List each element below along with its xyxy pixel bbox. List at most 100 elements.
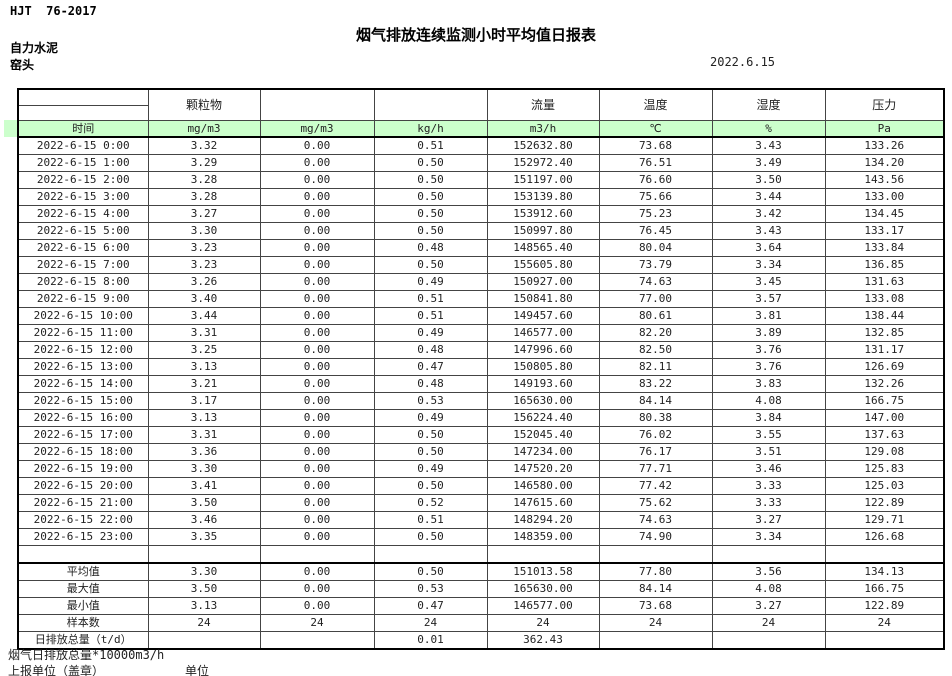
value-cell: 24	[824, 614, 945, 632]
value-cell: 3.44	[147, 307, 261, 325]
value-cell: 131.17	[824, 341, 945, 359]
value-cell: 0.00	[259, 205, 375, 223]
value-cell: 152632.80	[486, 136, 600, 155]
value-cell: 0.50	[373, 205, 488, 223]
value-cell: 143.56	[824, 171, 945, 189]
value-cell: 3.30	[147, 562, 261, 581]
table-row: 2022-6-15 15:00 3.17 0.00 0.53 165630.00 84.1…	[17, 392, 945, 410]
time-header-label: 时间	[17, 120, 149, 138]
value-cell: 3.84	[711, 409, 826, 427]
value-cell: 73.68	[598, 597, 713, 615]
value-cell: 3.56	[711, 562, 826, 581]
value-cell: 24	[259, 614, 375, 632]
blank-row	[17, 545, 945, 564]
value-cell	[259, 545, 375, 564]
value-cell: 3.83	[711, 375, 826, 393]
table-row: 2022-6-15 18:00 3.36 0.00 0.50 147234.00 76.1…	[17, 443, 945, 461]
value-cell: 0.00	[259, 324, 375, 342]
value-cell	[147, 631, 261, 650]
value-cell: 3.30	[147, 460, 261, 478]
footer-note-total: 烟气日排放总量*10000m3/h	[8, 648, 165, 662]
value-cell: 3.23	[147, 239, 261, 257]
value-cell: 151197.00	[486, 171, 600, 189]
value-cell: 0.00	[259, 409, 375, 427]
value-cell: 76.02	[598, 426, 713, 444]
table-row: 2022-6-15 19:00 3.30 0.00 0.49 147520.20 77.7…	[17, 460, 945, 478]
time-cell: 2022-6-15 23:00	[17, 528, 149, 546]
value-cell: 75.62	[598, 494, 713, 512]
value-cell: 0.00	[259, 562, 375, 581]
table-row: 2022-6-15 3:00 3.28 0.00 0.50 153139.80 75.66…	[17, 188, 945, 206]
value-cell: 77.80	[598, 562, 713, 581]
table-body: 2022-6-15 0:00 3.32 0.00 0.51 152632.80 73.68…	[17, 136, 945, 650]
value-cell: 0.50	[373, 154, 488, 172]
footer-reporting-unit: 上报单位（盖章）	[8, 664, 105, 676]
value-cell: 129.08	[824, 443, 945, 461]
value-cell: 3.41	[147, 477, 261, 495]
time-cell: 2022-6-15 17:00	[17, 426, 149, 444]
table-row: 2022-6-15 8:00 3.26 0.00 0.49 150927.00 74.63…	[17, 273, 945, 291]
value-cell: 0.51	[373, 290, 488, 308]
value-cell: 0.00	[259, 171, 375, 189]
value-cell: 0.00	[259, 375, 375, 393]
value-cell: 3.27	[711, 597, 826, 615]
value-cell: 122.89	[824, 597, 945, 615]
value-cell: 0.48	[373, 239, 488, 257]
value-cell: 0.00	[259, 494, 375, 512]
value-cell: 76.60	[598, 171, 713, 189]
value-cell: 152045.40	[486, 426, 600, 444]
value-cell: 4.08	[711, 580, 826, 598]
summary-label: 平均值	[17, 562, 149, 581]
value-cell: 148359.00	[486, 528, 600, 546]
value-cell: 3.29	[147, 154, 261, 172]
table-row: 2022-6-15 2:00 3.28 0.00 0.50 151197.00 76.60…	[17, 171, 945, 189]
table-row: 2022-6-15 16:00 3.13 0.00 0.49 156224.40 80.3…	[17, 409, 945, 427]
value-cell: 3.43	[711, 222, 826, 240]
value-cell: 82.11	[598, 358, 713, 376]
value-cell: 165630.00	[486, 392, 600, 410]
time-cell: 2022-6-15 4:00	[17, 205, 149, 223]
value-cell	[373, 545, 488, 564]
value-cell: 0.00	[259, 580, 375, 598]
summary-label: 样本数	[17, 614, 149, 632]
value-cell: 148294.20	[486, 511, 600, 529]
value-cell: 146577.00	[486, 324, 600, 342]
value-cell: 0.50	[373, 443, 488, 461]
value-cell: 3.26	[147, 273, 261, 291]
value-cell: 150997.80	[486, 222, 600, 240]
unit-cell-2: mg/m3	[259, 120, 375, 138]
value-cell: 0.49	[373, 409, 488, 427]
header-row-top: 颗粒物 流量 温度 湿度 压力	[17, 88, 945, 121]
value-cell: 0.49	[373, 460, 488, 478]
value-cell: 0.50	[373, 256, 488, 274]
value-cell: 3.33	[711, 494, 826, 512]
value-cell: 24	[711, 614, 826, 632]
value-cell: 126.68	[824, 528, 945, 546]
value-cell: 166.75	[824, 392, 945, 410]
value-cell: 153912.60	[486, 205, 600, 223]
value-cell	[824, 631, 945, 650]
value-cell: 3.89	[711, 324, 826, 342]
value-cell: 83.22	[598, 375, 713, 393]
value-cell: 0.53	[373, 392, 488, 410]
value-cell: 126.69	[824, 358, 945, 376]
value-cell: 0.00	[259, 154, 375, 172]
value-cell: 133.08	[824, 290, 945, 308]
value-cell: 3.45	[711, 273, 826, 291]
value-cell: 0.51	[373, 307, 488, 325]
table-row: 2022-6-15 5:00 3.30 0.00 0.50 150997.80 76.45…	[17, 222, 945, 240]
value-cell: 155605.80	[486, 256, 600, 274]
value-cell: 0.53	[373, 580, 488, 598]
value-cell: 74.63	[598, 511, 713, 529]
value-cell	[259, 631, 375, 650]
value-cell: 0.50	[373, 477, 488, 495]
value-cell: 148565.40	[486, 239, 600, 257]
value-cell: 84.14	[598, 392, 713, 410]
value-cell: 0.00	[259, 426, 375, 444]
value-cell: 0.50	[373, 222, 488, 240]
company-name: 自力水泥	[10, 41, 59, 55]
value-cell	[147, 545, 261, 564]
value-cell: 147520.20	[486, 460, 600, 478]
value-cell: 3.50	[147, 494, 261, 512]
value-cell: 0.00	[259, 273, 375, 291]
